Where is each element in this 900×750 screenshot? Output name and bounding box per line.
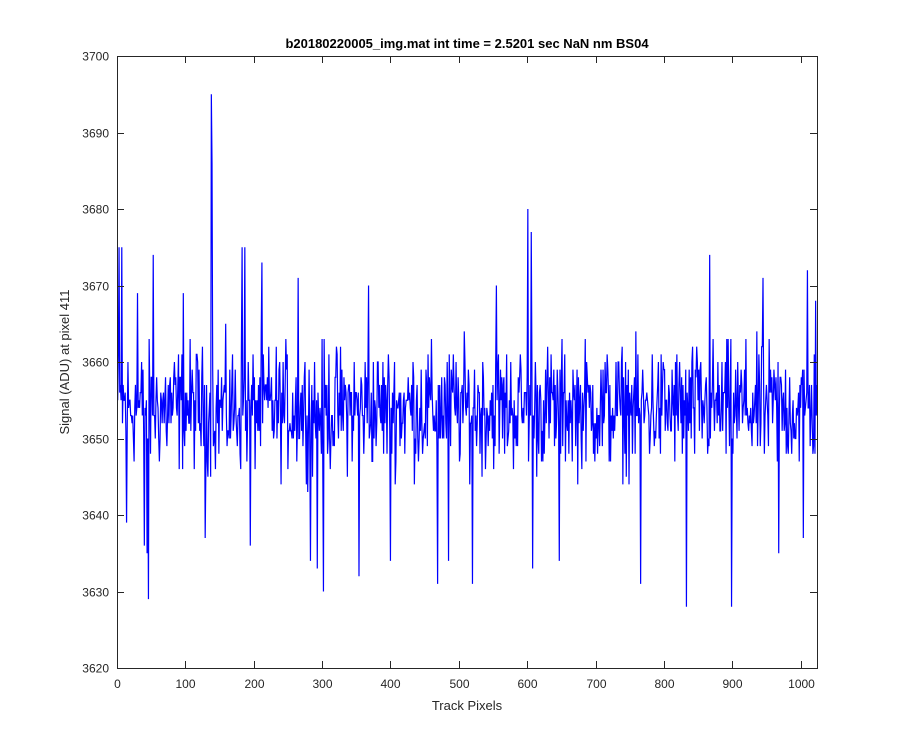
y-tick-label: 3660 [82,356,109,370]
x-tick-label: 800 [654,677,674,691]
y-tick-label: 3680 [82,203,109,217]
x-axis-title: Track Pixels [432,698,503,713]
y-tick-label: 3630 [82,586,109,600]
y-tick-label: 3640 [82,509,109,523]
chart-title: b20180220005_img.mat int time = 2.5201 s… [285,36,649,51]
x-tick-label: 700 [586,677,606,691]
plot-area-background [117,56,817,668]
x-tick-label: 500 [449,677,469,691]
y-tick-label: 3690 [82,127,109,141]
series-line [117,94,818,607]
y-tick-label: 3650 [82,433,109,447]
x-tick-label: 600 [517,677,537,691]
x-tick-label: 100 [175,677,195,691]
x-tick-label: 0 [114,677,121,691]
x-tick-label: 900 [722,677,742,691]
x-axis-ticks: 0 100 200 300 400 500 600 700 800 900 1000 [114,56,815,691]
y-axis-title: Signal (ADU) at pixel 411 [57,290,72,435]
x-tick-label: 400 [380,677,400,691]
y-tick-label: 3620 [82,662,109,676]
x-tick-label: 300 [312,677,332,691]
y-axis-ticks: 3620 3630 3640 3650 3660 3670 3680 3690 3700 [82,50,817,676]
y-tick-label: 3670 [82,280,109,294]
y-tick-label: 3700 [82,50,109,64]
series-layer [117,94,818,607]
x-tick-label: 200 [244,677,264,691]
x-tick-label: 1000 [788,677,815,691]
